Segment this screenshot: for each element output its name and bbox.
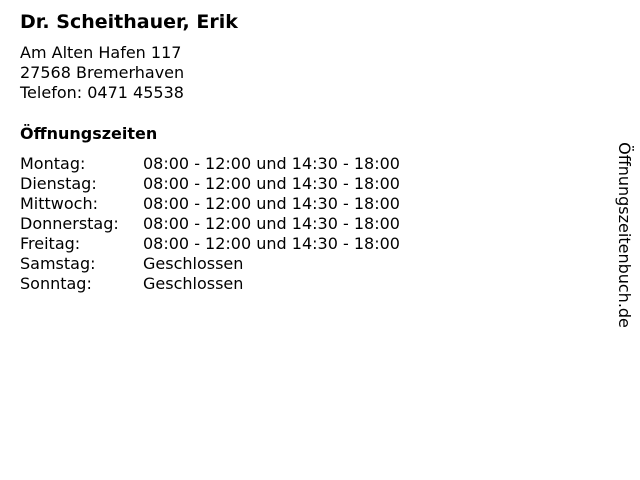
street: Am Alten Hafen 117 <box>20 43 182 62</box>
hours-row: Montag: 08:00 - 12:00 und 14:30 - 18:00 <box>20 154 400 174</box>
day: Montag: <box>20 154 86 173</box>
time: Geschlossen <box>143 274 244 293</box>
day: Donnerstag: <box>20 214 119 233</box>
time: 08:00 - 12:00 und 14:30 - 18:00 <box>143 214 400 233</box>
phone: Telefon: 0471 45538 <box>20 83 184 102</box>
watermark: Öffnungszeitenbuch.de <box>615 142 634 328</box>
hours-row: Donnerstag: 08:00 - 12:00 und 14:30 - 18:… <box>20 214 400 234</box>
day: Mittwoch: <box>20 194 98 213</box>
business-name: Dr. Scheithauer, Erik <box>20 11 238 33</box>
time: 08:00 - 12:00 und 14:30 - 18:00 <box>143 234 400 253</box>
hours-row: Freitag: 08:00 - 12:00 und 14:30 - 18:00 <box>20 234 400 254</box>
hours-row: Sonntag: Geschlossen <box>20 274 400 294</box>
day: Dienstag: <box>20 174 97 193</box>
hours-row: Samstag: Geschlossen <box>20 254 400 274</box>
hours-table: Montag: 08:00 - 12:00 und 14:30 - 18:00 D… <box>20 154 400 294</box>
time: 08:00 - 12:00 und 14:30 - 18:00 <box>143 154 400 173</box>
day: Samstag: <box>20 254 96 273</box>
city: 27568 Bremerhaven <box>20 63 185 82</box>
day: Sonntag: <box>20 274 92 293</box>
time: 08:00 - 12:00 und 14:30 - 18:00 <box>143 194 400 213</box>
address-block: Am Alten Hafen 117 27568 Bremerhaven Tel… <box>20 43 184 103</box>
hours-row: Mittwoch: 08:00 - 12:00 und 14:30 - 18:00 <box>20 194 400 214</box>
hours-heading: Öffnungszeiten <box>20 124 158 143</box>
hours-row: Dienstag: 08:00 - 12:00 und 14:30 - 18:00 <box>20 174 400 194</box>
time: Geschlossen <box>143 254 244 273</box>
day: Freitag: <box>20 234 81 253</box>
time: 08:00 - 12:00 und 14:30 - 18:00 <box>143 174 400 193</box>
